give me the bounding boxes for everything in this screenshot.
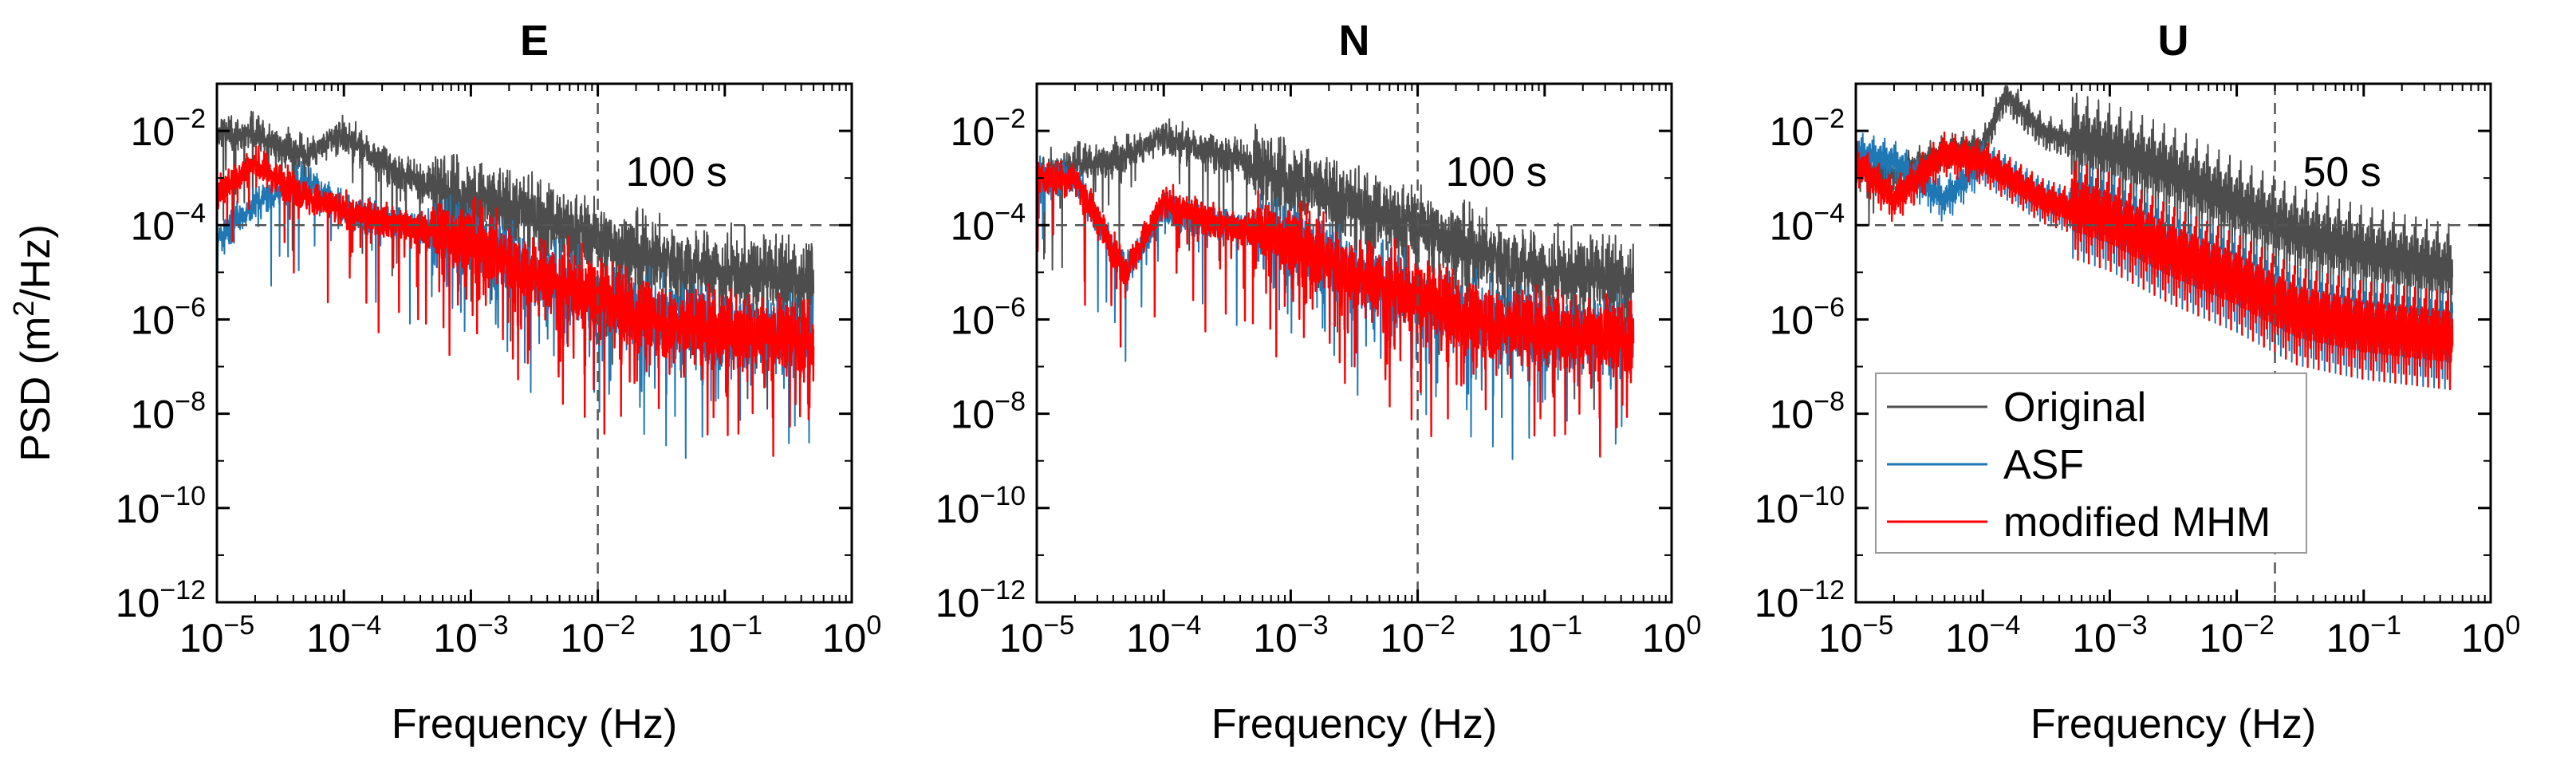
y-tick-label: 10−10 <box>1755 481 1845 531</box>
x-tick-label: 10−3 <box>2072 610 2147 661</box>
cutoff-label: 100 s <box>626 149 727 195</box>
panel-title: N <box>1339 17 1370 65</box>
y-tick-label: 10−4 <box>131 198 206 248</box>
plot-area <box>1037 118 1635 460</box>
y-tick-label: 10−8 <box>1770 387 1845 437</box>
y-tick-label: 10−10 <box>116 481 206 531</box>
y-tick-label: 10−8 <box>951 387 1026 437</box>
axes-frame <box>1854 82 2492 604</box>
axes-frame <box>215 82 853 604</box>
y-tick-label: 10−6 <box>131 292 206 342</box>
x-tick-label: 10−4 <box>306 610 381 661</box>
x-tick-label: 10−5 <box>1818 610 1893 661</box>
y-tick-label: 10−6 <box>951 292 1026 342</box>
panel-u: 50 s 10−5 10−4 10−3 10−2 10−1 100 10−2 10−4 10−6 1… <box>1755 17 2521 747</box>
x-tick-label: 100 <box>1642 610 1702 661</box>
x-tick-label: 10−1 <box>687 610 762 661</box>
panel-e: 100 s 10−5 10−4 10−3 10−2 10−1 100 10−2 10−4 10−6… <box>116 17 882 747</box>
series-original <box>1037 118 1635 410</box>
series-modified-mhm <box>1856 131 2454 391</box>
y-tick-label: 10−2 <box>951 104 1026 154</box>
series-modified-mhm <box>1037 160 1635 458</box>
x-tick-label: 10−2 <box>1380 610 1455 661</box>
y-axis-label: PSD (m2/Hz) <box>7 224 59 461</box>
y-tick-label: 10−12 <box>935 575 1026 625</box>
y-tick-label: 10−8 <box>131 387 206 437</box>
y-tick-label: 10−12 <box>116 575 206 625</box>
plot-area <box>217 110 815 459</box>
y-tick-label: 10−2 <box>1770 104 1845 154</box>
x-tick-label: 10−3 <box>1253 610 1328 661</box>
legend-label: modified MHM <box>2003 499 2271 546</box>
legend: Original ASF modified MHM <box>1875 373 2307 554</box>
x-tick-label: 10−3 <box>433 610 508 661</box>
plot-area <box>1856 85 2454 391</box>
y-tick-label: 10−10 <box>935 481 1026 531</box>
x-tick-label: 10−4 <box>1126 610 1201 661</box>
x-tick-label: 10−2 <box>560 610 635 661</box>
x-tick-label: 10−4 <box>1945 610 2020 661</box>
series-modified-mhm <box>217 145 815 457</box>
y-tick-label: 10−4 <box>951 198 1026 248</box>
y-tick-label: 10−2 <box>131 104 206 154</box>
x-tick-label: 10−1 <box>2326 610 2401 661</box>
x-tick-label: 10−2 <box>2199 610 2274 661</box>
x-axis-label: Frequency (Hz) <box>2030 701 2316 747</box>
x-axis-label: Frequency (Hz) <box>1211 701 1497 747</box>
cutoff-label: 100 s <box>1446 149 1547 195</box>
cutoff-label: 50 s <box>2303 149 2381 195</box>
panel-title: E <box>520 17 549 65</box>
axes-frame <box>1035 82 1673 604</box>
x-axis-label: Frequency (Hz) <box>392 701 677 747</box>
legend-label: ASF <box>2003 442 2084 488</box>
panel-title: U <box>2158 17 2189 65</box>
x-tick-label: 10−5 <box>999 610 1074 661</box>
legend-label: Original <box>2003 384 2146 431</box>
y-tick-label: 10−6 <box>1770 292 1845 342</box>
y-tick-label: 10−12 <box>1755 575 1845 625</box>
x-tick-label: 10−1 <box>1507 610 1582 661</box>
x-tick-label: 10−5 <box>179 610 254 661</box>
x-tick-label: 100 <box>822 610 882 661</box>
panel-n: 100 s 10−5 10−4 10−3 10−2 10−1 100 10−2 10−4 10−6… <box>935 17 1702 747</box>
y-tick-label: 10−4 <box>1770 198 1845 248</box>
x-tick-label: 100 <box>2461 610 2521 661</box>
